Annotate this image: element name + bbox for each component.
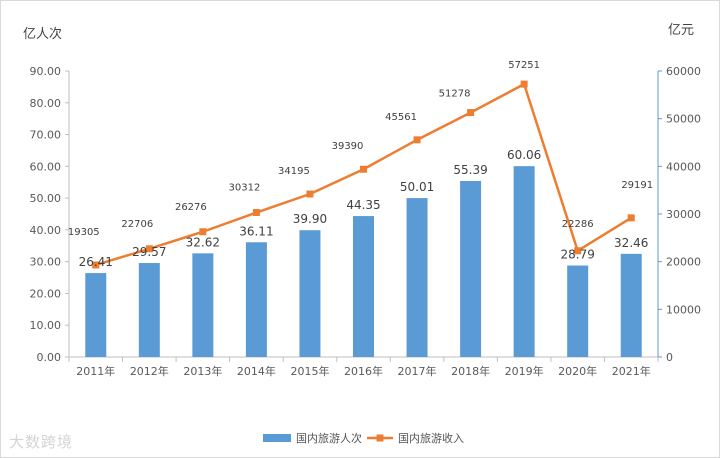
legend-line-marker bbox=[376, 434, 384, 442]
line-value-label: 51278 bbox=[439, 89, 471, 100]
x-tick-label: 2016年 bbox=[344, 364, 383, 378]
line-point bbox=[199, 228, 207, 236]
left-y-tick-label: 0.00 bbox=[37, 351, 62, 364]
line-point bbox=[627, 214, 635, 222]
left-y-tick-label: 70.00 bbox=[30, 129, 62, 142]
bar bbox=[620, 253, 642, 357]
line-value-label: 45561 bbox=[385, 112, 417, 123]
left-y-tick-label: 40.00 bbox=[30, 224, 62, 237]
left-y-tick-label: 30.00 bbox=[30, 256, 62, 269]
x-tick-label: 2012年 bbox=[130, 364, 169, 378]
legend-bar-label: 国内旅游人次 bbox=[296, 431, 362, 445]
right-y-tick-label: 30000 bbox=[666, 208, 701, 221]
bar bbox=[567, 265, 589, 357]
line-value-label: 26276 bbox=[175, 202, 207, 213]
axes: 0.00 10.00 20.00 30.00 40.00 50.00 60.00 70.00 8… bbox=[30, 65, 702, 378]
legend: 国内旅游人次 国内旅游收入 bbox=[263, 431, 464, 445]
x-tick-label: 2011年 bbox=[76, 364, 115, 378]
bar-value-label: 60.06 bbox=[507, 148, 541, 162]
line-point bbox=[574, 247, 582, 255]
line-value-label: 22286 bbox=[562, 219, 594, 230]
x-tick-label: 2021年 bbox=[612, 364, 651, 378]
data-labels: 26.41 29.57 32.62 36.11 39.90 44.35 50.01 55.39… bbox=[68, 60, 653, 269]
line-value-label: 34195 bbox=[278, 166, 310, 177]
right-y-tick-label: 0 bbox=[666, 351, 673, 364]
left-y-tick-label: 90.00 bbox=[30, 65, 62, 78]
right-y-tick-label: 60000 bbox=[666, 65, 701, 78]
bar bbox=[299, 230, 321, 357]
line-point bbox=[520, 80, 528, 88]
left-axis-title: 亿人次 bbox=[23, 26, 62, 42]
bar-value-label: 50.01 bbox=[400, 180, 434, 194]
line-point bbox=[145, 245, 153, 253]
x-tick-label: 2017年 bbox=[398, 364, 437, 378]
x-tick-label: 2018年 bbox=[451, 364, 490, 378]
left-y-tick-label: 60.00 bbox=[30, 160, 62, 173]
x-tick-label: 2015年 bbox=[290, 364, 329, 378]
x-tick-label: 2014年 bbox=[237, 364, 276, 378]
right-y-tick-label: 50000 bbox=[666, 113, 701, 126]
bar-value-label: 55.39 bbox=[453, 163, 487, 177]
right-y-tick-label: 10000 bbox=[666, 303, 701, 316]
line-point bbox=[360, 165, 367, 173]
line-point bbox=[467, 109, 475, 117]
bar bbox=[85, 273, 107, 357]
bar-value-label: 39.90 bbox=[293, 212, 327, 226]
bar bbox=[353, 216, 374, 357]
right-y-tick-label: 40000 bbox=[666, 160, 701, 173]
left-y-tick-label: 20.00 bbox=[30, 287, 62, 300]
bar-value-label: 32.62 bbox=[186, 235, 220, 249]
left-y-tick-label: 50.00 bbox=[30, 192, 62, 205]
legend-bar-swatch bbox=[263, 434, 291, 442]
line-value-label: 29191 bbox=[621, 180, 653, 191]
bar-value-label: 32.46 bbox=[614, 236, 648, 250]
bar-value-label: 29.57 bbox=[132, 245, 166, 259]
line-point bbox=[306, 190, 314, 198]
x-tick-label: 2019年 bbox=[505, 364, 544, 378]
right-axis-title: 亿元 bbox=[668, 23, 694, 38]
x-tick-label: 2020年 bbox=[558, 364, 597, 378]
watermark-text: 大数跨境 bbox=[9, 433, 74, 451]
line-value-label: 19305 bbox=[68, 227, 100, 238]
line-series bbox=[92, 80, 635, 269]
line-point bbox=[252, 209, 260, 217]
line-value-label: 57251 bbox=[508, 60, 540, 71]
left-y-tick-label: 80.00 bbox=[30, 97, 62, 110]
bar bbox=[192, 253, 214, 357]
bar bbox=[513, 166, 535, 357]
bar-value-label: 44.35 bbox=[346, 198, 380, 212]
bar bbox=[245, 242, 267, 357]
line-value-label: 39390 bbox=[332, 141, 364, 152]
x-tick-label: 2013年 bbox=[183, 364, 222, 378]
right-y-tick-label: 20000 bbox=[666, 256, 701, 269]
line-point bbox=[413, 136, 421, 144]
left-y-tick-label: 10.00 bbox=[30, 319, 62, 332]
bar-value-label: 36.11 bbox=[239, 224, 273, 238]
bar bbox=[460, 180, 482, 357]
bar bbox=[138, 263, 160, 357]
line-point bbox=[92, 261, 100, 269]
bar bbox=[406, 198, 428, 357]
bar-value-label: 26.41 bbox=[79, 255, 113, 269]
bar-value-label: 28.79 bbox=[561, 248, 595, 262]
bar-series bbox=[85, 166, 642, 357]
line-value-label: 22706 bbox=[121, 219, 153, 230]
legend-line-label: 国内旅游收入 bbox=[398, 431, 464, 445]
line-value-label: 30312 bbox=[229, 183, 261, 194]
